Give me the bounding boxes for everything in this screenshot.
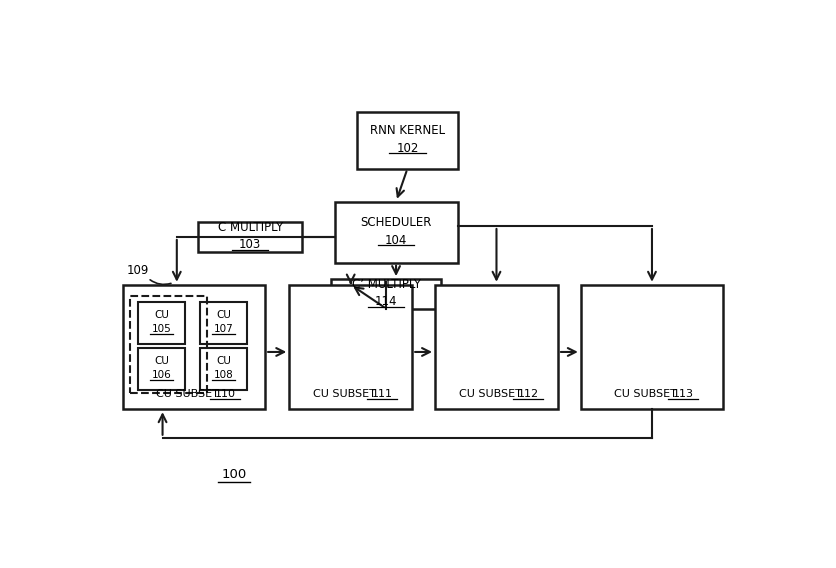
- Bar: [334, 202, 457, 263]
- Text: 109: 109: [127, 264, 150, 277]
- Text: C MULTIPLY: C MULTIPLY: [217, 221, 283, 234]
- Text: 103: 103: [239, 239, 262, 252]
- Bar: [435, 285, 558, 410]
- Text: 105: 105: [151, 324, 171, 335]
- Text: SCHEDULER: SCHEDULER: [360, 216, 431, 229]
- Text: C’ MULTIPLY: C’ MULTIPLY: [352, 278, 421, 291]
- Text: 102: 102: [396, 141, 419, 154]
- Text: CU: CU: [217, 356, 231, 366]
- Text: 113: 113: [673, 389, 694, 399]
- Bar: [138, 348, 185, 390]
- Text: 108: 108: [214, 370, 233, 381]
- Text: RNN KERNEL: RNN KERNEL: [370, 124, 445, 137]
- Text: CU: CU: [217, 310, 231, 320]
- Text: CU SUBSET: CU SUBSET: [156, 389, 219, 399]
- Text: CU: CU: [154, 310, 169, 320]
- Text: 110: 110: [215, 389, 236, 399]
- Text: CU SUBSET: CU SUBSET: [614, 389, 677, 399]
- Text: 106: 106: [151, 370, 171, 381]
- Text: 112: 112: [517, 389, 538, 399]
- Bar: [138, 302, 185, 344]
- Bar: [198, 222, 302, 252]
- Text: 100: 100: [222, 469, 247, 482]
- Bar: [289, 285, 412, 410]
- Text: 114: 114: [375, 295, 398, 308]
- Bar: [201, 302, 247, 344]
- Text: CU: CU: [154, 356, 169, 366]
- Bar: [331, 279, 441, 308]
- Text: CU SUBSET: CU SUBSET: [459, 389, 522, 399]
- Text: CU SUBSET: CU SUBSET: [313, 389, 375, 399]
- Bar: [130, 296, 206, 392]
- Text: 107: 107: [214, 324, 233, 335]
- Text: 111: 111: [372, 389, 393, 399]
- Text: 104: 104: [385, 233, 407, 247]
- Bar: [581, 285, 723, 410]
- Bar: [123, 285, 265, 410]
- Bar: [357, 112, 457, 169]
- Bar: [201, 348, 247, 390]
